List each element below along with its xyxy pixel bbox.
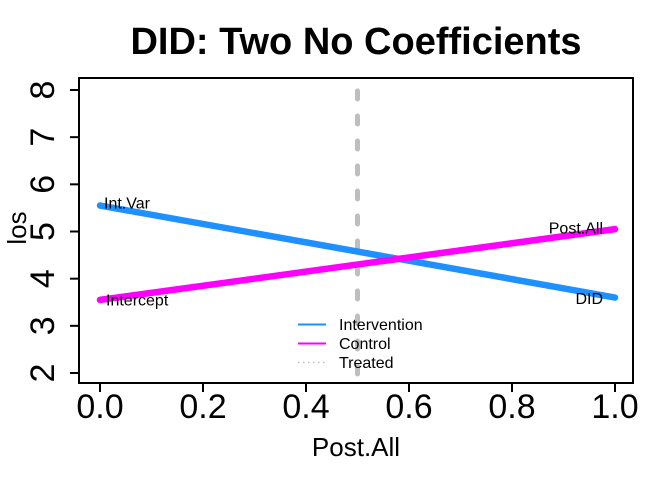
y-axis: 2 3 4 5 6 7 8 bbox=[24, 81, 79, 383]
annotation-did: DID bbox=[575, 291, 603, 308]
x-tick-label: 0.4 bbox=[282, 388, 329, 426]
y-tick-label: 8 bbox=[24, 81, 62, 100]
x-tick-label: 0.6 bbox=[385, 388, 432, 426]
y-axis-label: los bbox=[2, 211, 32, 244]
annotations-layer: Int.Var DID Intercept Post.All bbox=[104, 196, 603, 310]
chart-title: DID: Two No Coefficients bbox=[130, 21, 581, 63]
x-tick-label: 1.0 bbox=[591, 388, 638, 426]
control-line bbox=[96, 225, 619, 304]
x-tick-label: 0.2 bbox=[179, 388, 226, 426]
x-axis: 0.0 0.2 0.4 0.6 0.8 1.0 bbox=[76, 383, 639, 426]
y-tick-label: 5 bbox=[24, 222, 62, 241]
legend: Intervention Control Treated bbox=[298, 317, 423, 372]
legend-label-control: Control bbox=[339, 336, 391, 353]
x-tick-label: 0.8 bbox=[488, 388, 535, 426]
y-tick-label: 7 bbox=[24, 128, 62, 147]
y-tick-label: 6 bbox=[24, 175, 62, 194]
y-tick-label: 4 bbox=[24, 269, 62, 288]
series-layer bbox=[96, 202, 619, 304]
annotation-intercept: Intercept bbox=[106, 292, 169, 309]
annotation-int-var: Int.Var bbox=[104, 196, 151, 213]
intervention-line bbox=[96, 202, 619, 301]
x-tick-label: 0.0 bbox=[76, 388, 123, 426]
x-axis-label: Post.All bbox=[312, 432, 400, 462]
legend-label-intervention: Intervention bbox=[339, 317, 423, 334]
y-tick-label: 2 bbox=[24, 364, 62, 383]
legend-label-treated: Treated bbox=[339, 355, 394, 372]
annotation-post-all: Post.All bbox=[549, 221, 603, 238]
y-tick-label: 3 bbox=[24, 316, 62, 335]
